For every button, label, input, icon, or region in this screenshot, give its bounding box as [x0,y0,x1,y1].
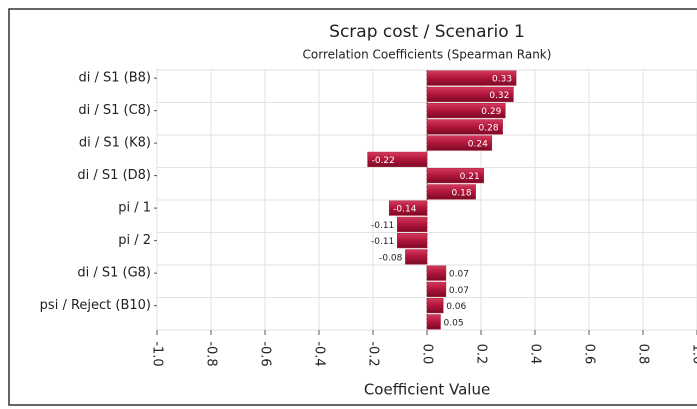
x-tick-label: -0.8 [204,341,219,366]
x-axis-label: Coefficient Value [364,381,490,399]
x-tick-label: 0.4 [528,344,543,365]
value-label: 0.07 [449,270,469,280]
y-tick-label: psi / Reject (B10) [40,298,151,313]
bar [397,216,428,232]
bar [426,314,441,330]
bar [388,200,428,216]
bar [426,281,447,297]
value-label: 0.21 [460,172,480,182]
value-label: 0.32 [489,91,509,101]
bar [397,233,428,249]
x-tick-label: -0.6 [258,341,273,366]
value-label: 0.29 [481,107,501,117]
value-label: -0.08 [379,253,403,263]
bar [426,119,503,135]
bar [426,103,506,119]
bar [426,184,476,200]
bar [426,168,484,184]
bar [405,249,428,265]
x-tick-label: 0.2 [474,344,489,365]
value-label: 0.28 [479,123,499,133]
y-tick-label: pi / 1 [118,201,151,216]
value-label: 0.06 [446,302,466,312]
bar [426,298,444,314]
value-label: 0.18 [452,188,472,198]
x-tick-label: 0.6 [582,344,597,365]
chart-subtitle: Correlation Coefficients (Spearman Rank) [303,48,552,62]
bar [426,70,517,86]
value-label: 0.07 [449,286,469,296]
value-label: -0.11 [371,221,394,231]
y-tick-label: pi / 2 [118,233,151,248]
y-tick-label: di / S1 (C8) [78,103,151,118]
x-tick-label: -0.2 [366,341,381,366]
value-label: -0.22 [372,156,395,166]
x-tick-label: 0.0 [420,344,435,365]
x-tick-label: -0.4 [312,341,327,366]
value-label: 0.24 [468,140,488,150]
y-tick-label: di / S1 (G8) [77,266,151,281]
value-label: -0.11 [371,237,394,247]
y-tick-label: di / S1 (B8) [79,71,152,86]
bar [426,135,493,151]
x-tick-label: -1.0 [150,341,165,366]
bar [426,86,514,102]
bar [367,151,428,167]
x-tick-label: 1.0 [690,344,697,365]
bar [426,265,447,281]
y-tick-label: di / S1 (D8) [77,168,151,183]
value-label: 0.05 [444,318,464,328]
chart-title: Scrap cost / Scenario 1 [329,22,525,42]
value-label: 0.33 [492,75,512,85]
y-tick-label: di / S1 (K8) [79,136,151,151]
x-tick-label: 0.8 [636,344,651,365]
value-label: -0.14 [393,205,417,215]
